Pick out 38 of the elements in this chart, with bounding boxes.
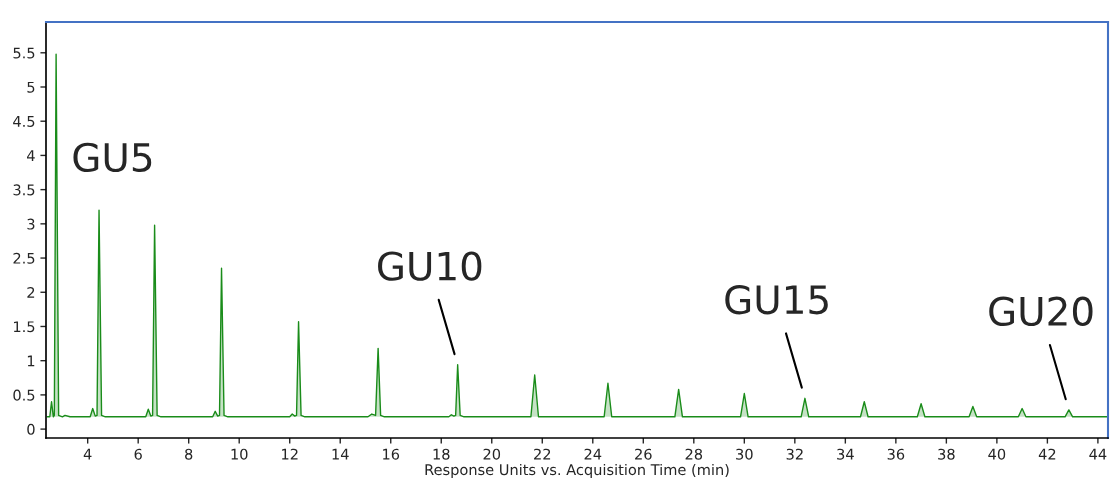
x-tick-label: 40 bbox=[988, 448, 1006, 460]
x-tick-label: 16 bbox=[383, 448, 400, 460]
x-tick-label: 22 bbox=[534, 448, 551, 460]
x-tick-label: 4 bbox=[83, 448, 92, 460]
y-tick-label: 1.5 bbox=[13, 321, 35, 333]
x-tick-label: 12 bbox=[282, 448, 298, 460]
y-tick-label: 3 bbox=[27, 218, 35, 230]
x-tick-label: 34 bbox=[837, 448, 854, 460]
y-tick-label: 1 bbox=[27, 355, 35, 367]
x-tick-label: 24 bbox=[584, 448, 602, 460]
y-tick-label: 2.5 bbox=[13, 252, 35, 264]
x-tick-label: 20 bbox=[483, 448, 501, 460]
x-axis-title: Response Units vs. Acquisition Time (min) bbox=[425, 463, 729, 479]
annotation: GU10 bbox=[378, 251, 482, 281]
y-tick-label: 4.5 bbox=[13, 116, 35, 127]
x-tick-label: 6 bbox=[134, 448, 142, 460]
y-tick-label: 3.5 bbox=[13, 184, 35, 196]
x-tick-label: 26 bbox=[635, 448, 652, 460]
x-tick-label: 38 bbox=[938, 448, 955, 460]
x-tick-label: 28 bbox=[685, 448, 703, 460]
y-tick-label: 5.5 bbox=[13, 47, 35, 59]
y-tick-label: 5 bbox=[27, 81, 35, 93]
y-tick-label: 2 bbox=[27, 286, 35, 298]
x-tick-label: 42 bbox=[1038, 448, 1056, 460]
x-tick-label: 44 bbox=[1089, 448, 1107, 460]
annotation: GU15 bbox=[725, 284, 828, 315]
annotation: GU20 bbox=[989, 296, 1093, 327]
x-tick-label: 8 bbox=[185, 448, 193, 460]
y-tick-label: 0 bbox=[27, 423, 35, 435]
x-tick-label: 14 bbox=[332, 448, 349, 460]
x-tick-label: 18 bbox=[433, 448, 450, 460]
y-tick-label: 0.5 bbox=[13, 389, 35, 401]
annotation: GU5 bbox=[73, 142, 152, 173]
y-tick-label: 4 bbox=[27, 150, 35, 161]
x-tick-label: 36 bbox=[887, 448, 905, 460]
x-tick-label: 10 bbox=[231, 448, 248, 460]
x-tick-label: 30 bbox=[736, 448, 753, 460]
x-tick-label: 32 bbox=[786, 448, 803, 460]
